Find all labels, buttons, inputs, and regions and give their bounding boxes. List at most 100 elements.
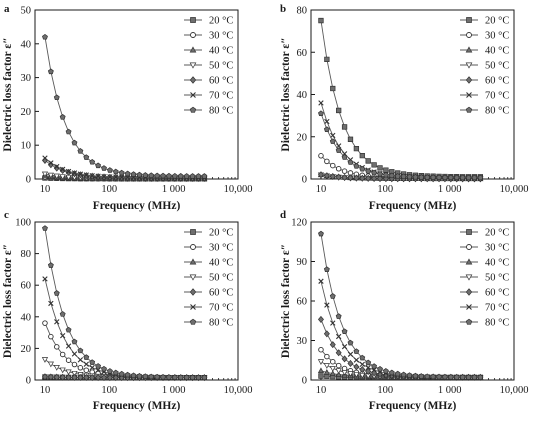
data-point: [53, 290, 60, 296]
y-tick-label: 20: [21, 344, 32, 355]
data-point: [383, 167, 389, 173]
data-point: [65, 128, 72, 135]
data-point: [430, 174, 437, 180]
data-point: [323, 266, 330, 272]
data-point: [136, 372, 143, 379]
data-point: [77, 365, 84, 371]
data-point: [47, 172, 54, 179]
x-tick-label: 10: [316, 184, 327, 195]
data-point: [359, 372, 366, 379]
data-point: [377, 170, 383, 177]
data-point: [353, 145, 360, 152]
data-point: [436, 373, 442, 380]
data-point: [54, 344, 60, 350]
data-point: [317, 359, 325, 365]
data-point: [160, 172, 166, 179]
data-point: [160, 374, 166, 380]
legend-label: 40 °C: [209, 46, 233, 57]
series-line: [44, 36, 205, 177]
data-point: [341, 154, 348, 160]
data-point: [65, 357, 72, 363]
data-point: [83, 373, 90, 382]
plot-frame: [34, 9, 239, 180]
series-7: [318, 230, 484, 380]
data-point: [53, 373, 60, 381]
y-tick-label: 0: [302, 175, 307, 186]
data-point: [42, 155, 48, 161]
data-point: [318, 346, 324, 353]
data-point: [359, 165, 366, 172]
data-point: [406, 372, 413, 378]
data-point: [400, 173, 407, 180]
data-point: [323, 369, 330, 375]
data-point: [71, 139, 78, 146]
data-point: [83, 354, 90, 360]
legend-label: 30 °C: [485, 243, 509, 254]
x-tick-label: 100: [377, 184, 393, 195]
data-point: [323, 172, 330, 180]
data-point: [130, 372, 137, 379]
legend-marker: [466, 304, 472, 310]
y-tick-label: 100: [15, 218, 31, 229]
data-point: [371, 162, 377, 168]
data-point: [442, 174, 448, 181]
data-point: [335, 147, 342, 153]
data-point: [124, 371, 131, 378]
data-point: [101, 165, 107, 171]
data-point: [136, 171, 143, 178]
legend-marker: [465, 76, 473, 84]
data-point: [341, 124, 348, 130]
x-tick-label: 1 000: [162, 184, 186, 195]
data-point: [330, 358, 336, 365]
y-axis-title: Dielectric loss factor ε″: [2, 244, 14, 358]
data-point: [83, 367, 90, 373]
legend-marker: [189, 62, 197, 69]
data-point: [442, 373, 448, 380]
data-point: [347, 371, 354, 377]
data-point: [335, 368, 342, 375]
y-axis-title: Dielectric loss factor ε″: [280, 37, 292, 151]
data-point: [341, 173, 348, 182]
series-7: [42, 33, 208, 179]
legend-marker: [465, 46, 473, 53]
legend-label: 30 °C: [485, 31, 509, 42]
legend-label: 70 °C: [209, 303, 233, 314]
data-point: [430, 373, 437, 380]
data-point: [47, 68, 54, 75]
data-point: [341, 343, 348, 350]
data-point: [318, 17, 324, 24]
data-point: [323, 126, 330, 132]
y-tick-label: 40: [21, 39, 32, 50]
data-point: [42, 33, 48, 40]
legend-label: 80 °C: [209, 106, 233, 117]
x-tick-label: 10,000: [500, 385, 529, 396]
data-point: [53, 173, 60, 180]
data-point: [341, 370, 348, 376]
data-point: [101, 374, 107, 382]
data-point: [42, 320, 48, 326]
data-point: [47, 262, 54, 268]
legend-label: 20 °C: [209, 228, 233, 239]
data-point: [324, 158, 330, 165]
data-point: [101, 173, 107, 180]
data-point: [106, 368, 113, 374]
data-point: [365, 359, 372, 366]
data-point: [359, 174, 366, 182]
legend-marker: [466, 92, 472, 98]
data-point: [335, 349, 342, 357]
legend-marker: [189, 106, 197, 113]
data-point: [341, 168, 348, 174]
data-point: [65, 369, 72, 376]
series-line: [320, 155, 481, 179]
legend-label: 40 °C: [209, 258, 233, 269]
data-point: [148, 172, 155, 178]
legend-marker: [465, 62, 473, 69]
data-point: [189, 374, 196, 380]
data-point: [382, 171, 389, 178]
x-tick-label: 100: [101, 385, 117, 396]
data-point: [453, 174, 460, 181]
data-point: [71, 351, 78, 357]
data-point: [335, 362, 342, 369]
legend-label: 30 °C: [209, 243, 233, 254]
series-line: [44, 228, 205, 379]
